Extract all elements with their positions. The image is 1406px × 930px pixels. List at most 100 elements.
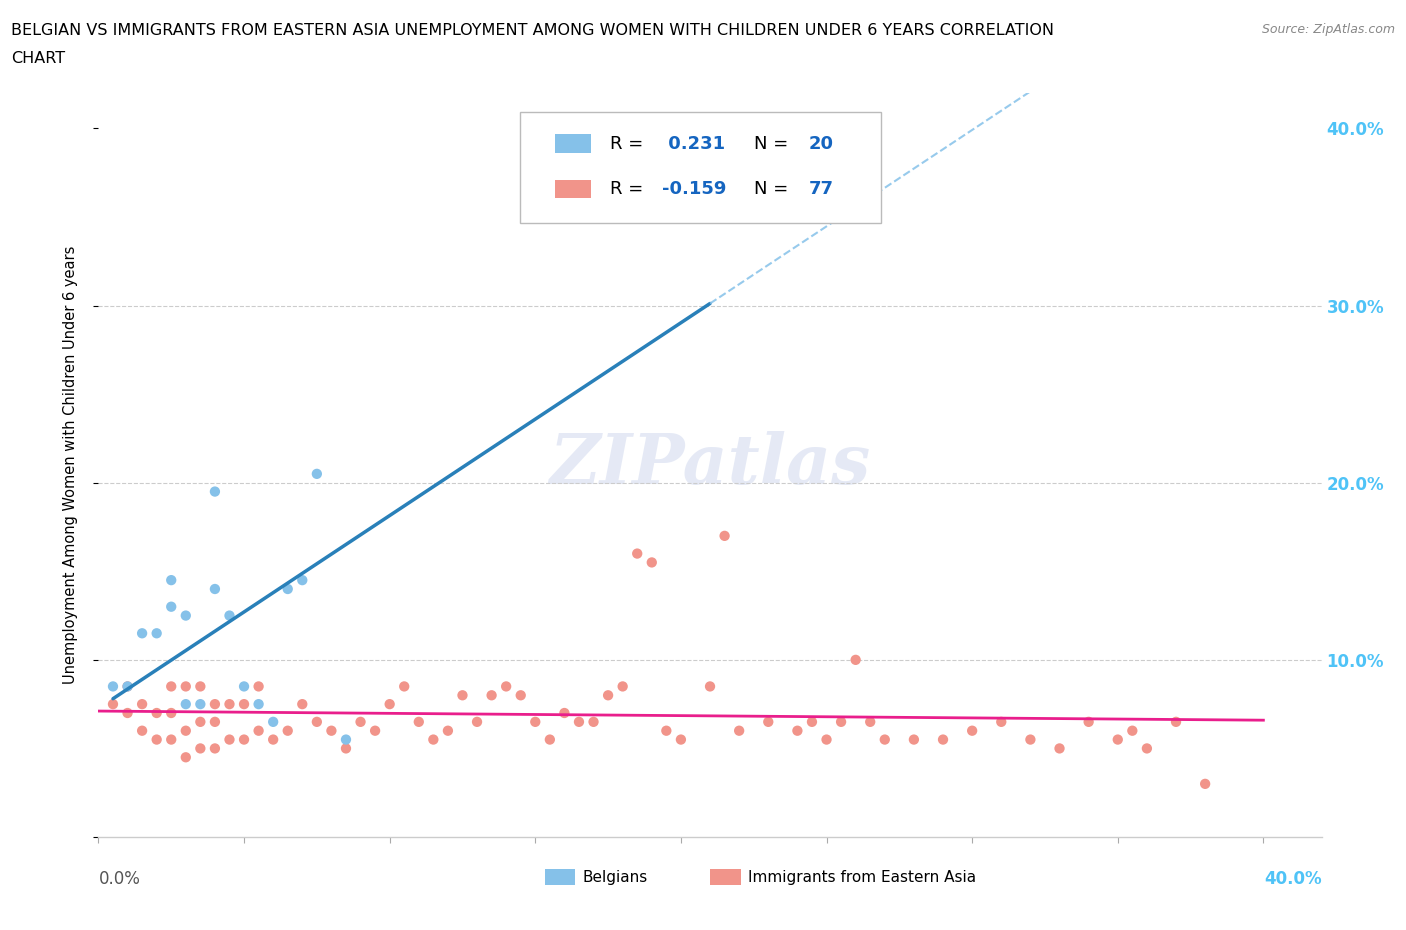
Text: R =: R = [610, 180, 648, 198]
Point [568, 714, 591, 729]
Point [160, 706, 183, 721]
Point [131, 697, 153, 711]
Point [756, 714, 779, 729]
Point [495, 679, 517, 694]
Point [509, 688, 531, 703]
Text: CHART: CHART [11, 51, 65, 66]
Point [641, 555, 664, 570]
Point [1136, 741, 1159, 756]
Point [218, 732, 240, 747]
Point [422, 732, 444, 747]
Point [117, 706, 139, 721]
Text: BELGIAN VS IMMIGRANTS FROM EASTERN ASIA UNEMPLOYMENT AMONG WOMEN WITH CHILDREN U: BELGIAN VS IMMIGRANTS FROM EASTERN ASIA … [11, 23, 1054, 38]
Text: 40.0%: 40.0% [1264, 870, 1322, 888]
Point [582, 714, 605, 729]
Point [218, 697, 240, 711]
Point [699, 209, 721, 224]
FancyBboxPatch shape [710, 869, 741, 885]
Text: ZIPatlas: ZIPatlas [550, 432, 870, 498]
Point [233, 697, 256, 711]
Point [1077, 714, 1099, 729]
Text: R =: R = [610, 135, 648, 153]
Point [437, 724, 460, 738]
Point [247, 679, 270, 694]
Point [321, 724, 343, 738]
Point [218, 608, 240, 623]
Point [786, 724, 808, 738]
Point [1049, 741, 1071, 756]
Point [596, 688, 619, 703]
Text: 77: 77 [808, 180, 834, 198]
Point [262, 732, 284, 747]
Point [145, 626, 167, 641]
Point [131, 724, 153, 738]
Point [160, 679, 183, 694]
Point [481, 688, 503, 703]
Point [669, 732, 692, 747]
Point [131, 626, 153, 641]
Point [145, 706, 167, 721]
Point [174, 724, 197, 738]
Point [335, 732, 357, 747]
Point [815, 732, 838, 747]
Point [538, 732, 561, 747]
Text: Immigrants from Eastern Asia: Immigrants from Eastern Asia [748, 870, 976, 885]
Point [801, 714, 824, 729]
Point [378, 697, 401, 711]
Point [117, 679, 139, 694]
Point [830, 714, 852, 729]
Point [903, 732, 925, 747]
Text: N =: N = [754, 135, 794, 153]
Point [612, 679, 634, 694]
Text: -0.159: -0.159 [662, 180, 727, 198]
Point [859, 714, 882, 729]
Point [204, 714, 226, 729]
Text: 0.0%: 0.0% [98, 870, 141, 888]
Point [101, 697, 124, 711]
Point [277, 724, 299, 738]
Point [174, 679, 197, 694]
Point [1121, 724, 1143, 738]
Text: Belgians: Belgians [583, 870, 648, 885]
FancyBboxPatch shape [520, 112, 882, 223]
Point [247, 697, 270, 711]
Point [305, 467, 328, 482]
Point [204, 741, 226, 756]
Point [364, 724, 387, 738]
Point [392, 679, 416, 694]
Point [160, 732, 183, 747]
Point [291, 697, 314, 711]
Point [451, 688, 474, 703]
Point [408, 714, 430, 729]
Point [1107, 732, 1129, 747]
Point [626, 546, 648, 561]
Point [932, 732, 955, 747]
Text: 20: 20 [808, 135, 834, 153]
Point [1164, 714, 1187, 729]
Point [960, 724, 983, 738]
FancyBboxPatch shape [546, 869, 575, 885]
Point [655, 724, 678, 738]
Point [728, 724, 751, 738]
Point [873, 732, 896, 747]
Point [1019, 732, 1042, 747]
Point [188, 679, 212, 694]
Point [204, 697, 226, 711]
Point [174, 697, 197, 711]
FancyBboxPatch shape [555, 134, 592, 153]
Point [188, 697, 212, 711]
FancyBboxPatch shape [555, 179, 592, 198]
Point [277, 581, 299, 596]
Point [101, 679, 124, 694]
Point [845, 653, 868, 668]
Point [204, 581, 226, 596]
Y-axis label: Unemployment Among Women with Children Under 6 years: Unemployment Among Women with Children U… [63, 246, 77, 684]
Point [145, 732, 167, 747]
Point [174, 608, 197, 623]
Point [349, 714, 371, 729]
Point [699, 679, 721, 694]
Point [174, 750, 197, 764]
Point [553, 706, 575, 721]
Point [524, 714, 547, 729]
Point [233, 679, 256, 694]
